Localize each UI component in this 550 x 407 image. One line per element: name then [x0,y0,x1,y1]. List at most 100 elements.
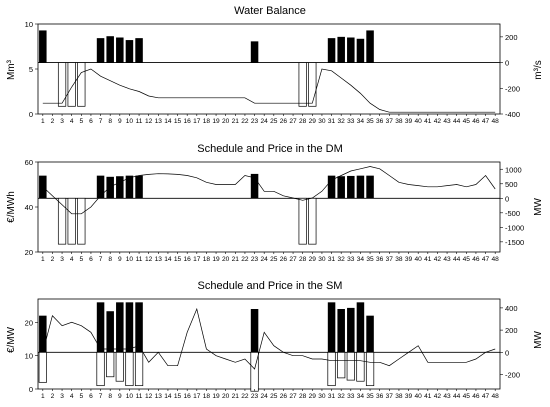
bar-positive [347,307,355,353]
x-tick-label: 27 [289,256,297,263]
x-tick-label: 22 [241,256,249,263]
x-tick-label: 34 [357,118,365,125]
bar-negative [134,351,144,387]
bar-positive [96,175,105,199]
bar-negative [57,62,67,107]
x-tick-label: 45 [463,393,471,400]
plot-frame [37,298,501,390]
x-tick-label: 44 [453,118,461,125]
x-tick-label: 41 [424,393,432,400]
x-tick-label: 18 [203,256,211,263]
x-tick-label: 14 [164,393,172,400]
y-tick-label-left: 20 [25,318,33,327]
panel-title: Schedule and Price in the DM [197,143,343,155]
y-tick-label-right: -500 [505,209,520,218]
panel-water-balance: Water Balance Mm³ m³/s 1 2 3 4 5 6 7 8 9 10 11 12 13… [6,5,544,125]
x-tick-label: 28 [299,118,307,125]
bar-positive [135,175,143,199]
x-tick-label: 47 [482,256,490,263]
x-tick-label: 9 [118,393,122,400]
series-line [42,68,496,113]
x-tick-label: 7 [99,118,103,125]
x-tick-label: 11 [136,256,143,263]
x-tick-label: 46 [472,393,480,400]
x-tick-label: 45 [463,256,471,263]
bar-negative [67,197,76,245]
y-tick-label-left: 0 [29,110,33,119]
x-tick-label: 28 [299,256,307,263]
x-tick-label: 8 [108,393,112,400]
bar-positive [96,302,105,353]
x-tick-label: 8 [108,118,112,125]
x-tick-label: 24 [261,256,269,263]
bar-positive [125,302,134,353]
y-tick-label-left: 0 [29,385,33,394]
x-tick-label: 6 [89,118,93,125]
x-tick-label: 3 [60,256,64,263]
bar-positive [337,309,345,353]
y-tick-label-right: -1000 [505,223,524,232]
bar-negative [96,351,105,387]
x-tick-label: 40 [415,393,423,400]
y-tick-label-left: 20 [25,248,33,257]
x-tick-label: 13 [155,393,163,400]
y-axis-label-left: €/MW [6,326,17,353]
x-tick-label: 31 [328,393,336,400]
bar-negative [346,351,355,381]
x-tick-label: 47 [482,118,490,125]
x-tick-label: 4 [70,393,74,400]
y-axis-label-right: MW [533,331,544,349]
x-tick-label: 35 [366,393,374,400]
x-tick-label: 22 [241,118,249,125]
bar-positive [106,311,114,353]
x-tick-label: 5 [79,118,83,125]
x-tick-label: 17 [193,393,201,400]
x-tick-label: 27 [289,393,297,400]
bar-positive [356,302,365,353]
y-tick-label-right: 0 [505,194,509,203]
x-tick-label: 43 [443,393,451,400]
bar-negative [106,351,115,378]
x-tick-label: 47 [482,393,490,400]
x-tick-label: 38 [395,393,403,400]
x-tick-label: 17 [193,256,201,263]
x-tick-label: 16 [184,256,192,263]
x-tick-label: 29 [309,393,317,400]
x-tick-label: 23 [251,393,259,400]
x-tick-label: 33 [347,256,355,263]
x-tick-label: 1 [41,393,45,400]
bar-positive [125,40,134,63]
bar-positive [96,38,105,63]
x-tick-label: 31 [328,256,336,263]
bar-negative [356,351,365,382]
x-tick-label: 20 [222,256,230,263]
y-tick-label-left: 5 [29,65,33,74]
x-tick-label: 25 [270,256,278,263]
bar-positive [39,315,47,353]
x-tick-label: 12 [145,118,153,125]
y-tick-label-right: 1000 [505,165,522,174]
x-tick-label: 12 [145,256,153,263]
x-tick-label: 32 [338,393,346,400]
x-tick-label: 29 [309,118,317,125]
x-tick-label: 27 [289,118,297,125]
plot-frame [37,161,501,253]
x-tick-label: 15 [174,256,182,263]
y-axis-label-right: MW [533,198,544,216]
x-tick-label: 11 [136,118,143,125]
bar-negative [67,62,76,107]
x-tick-label: 19 [212,256,220,263]
x-tick-label: 19 [212,393,220,400]
x-tick-label: 14 [164,256,172,263]
bar-positive [337,36,345,63]
x-tick-label: 41 [424,118,432,125]
y-axis-label-left: Mm³ [6,59,17,80]
x-tick-label: 16 [184,118,192,125]
x-tick-label: 15 [174,118,182,125]
bar-negative [115,351,124,382]
panel-title: Water Balance [234,5,306,17]
x-tick-label: 34 [357,256,365,263]
x-tick-label: 25 [270,118,278,125]
x-tick-label: 41 [424,256,432,263]
